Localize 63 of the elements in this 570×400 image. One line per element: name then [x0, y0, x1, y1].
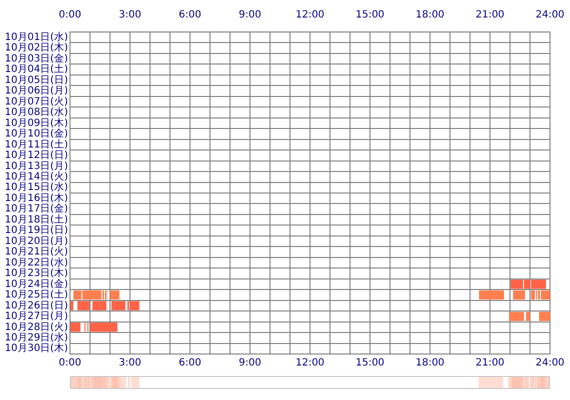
y-tick-label: 10月14日(火): [4, 170, 68, 182]
x2-tick-label: 9:00: [238, 10, 262, 21]
y-tick-label: 10月03日(金): [4, 52, 68, 64]
y-tick-label: 10月02日(木): [4, 42, 68, 54]
x-tick-label: 18:00: [416, 358, 444, 369]
bar: [77, 301, 90, 310]
x-tick-label: 0:00: [58, 358, 82, 369]
y-tick-label: 10月27日(月): [4, 311, 68, 322]
x2-tick-label: 15:00: [356, 10, 384, 21]
bar: [70, 322, 80, 332]
y-tick-label: 10月15日(水): [4, 181, 68, 194]
y-tick-label: 10月22日(水): [4, 256, 68, 268]
y-tick-label: 10月29日(水): [4, 331, 68, 344]
y-tick-label: 10月16日(木): [4, 192, 68, 204]
bar: [92, 301, 106, 310]
bar: [479, 290, 504, 300]
x2-tick-label: 12:00: [296, 10, 324, 21]
y-tick-label: 10月28日(火): [4, 320, 68, 333]
bar: [541, 290, 550, 300]
y-tick-label: 10月18日(土): [4, 213, 68, 226]
y-tick-label: 10月26日(日): [4, 300, 68, 312]
x-tick-label: 15:00: [356, 358, 384, 369]
x-tick-label: 21:00: [476, 358, 504, 369]
y-tick-label: 10月08日(水): [4, 106, 68, 118]
x2-tick-label: 24:00: [536, 10, 564, 21]
y-tick-label: 10月12日(日): [4, 150, 68, 162]
bar: [539, 312, 550, 321]
bar: [526, 312, 530, 321]
y-tick-label: 10月17日(金): [4, 202, 68, 215]
y-tick-label: 10月23日(木): [4, 267, 68, 280]
x2-tick-label: 0:00: [58, 10, 82, 21]
x-tick-label: 6:00: [178, 358, 202, 369]
y-tick-label: 10月20日(月): [4, 236, 68, 247]
x2-tick-label: 21:00: [476, 10, 504, 21]
bar: [110, 290, 120, 300]
bar: [130, 301, 140, 310]
y-tick-label: 10月19日(日): [4, 225, 68, 236]
y-tick-label: 10月04日(土): [4, 63, 68, 76]
y-tick-label: 10月30日(木): [4, 342, 68, 354]
y-tick-label: 10月25日(土): [4, 288, 68, 301]
y-tick-label: 10月13日(月): [4, 160, 68, 172]
y-tick-label: 10月24日(金): [4, 278, 68, 290]
x-tick-label: 9:00: [238, 358, 262, 369]
bar: [70, 301, 74, 310]
y-tick-label: 10月07日(火): [4, 95, 68, 108]
x-tick-label: 12:00: [296, 358, 324, 369]
bar: [509, 312, 524, 321]
y-tick-label: 10月11日(土): [4, 138, 68, 150]
x2-tick-label: 18:00: [416, 10, 444, 21]
x2-tick-label: 6:00: [178, 10, 202, 21]
bar: [111, 301, 126, 310]
y-tick-label: 10月10日(金): [4, 128, 68, 140]
bar: [513, 290, 525, 300]
y-tick-label: 10月01日(水): [4, 30, 68, 43]
y-tick-label: 10月21日(火): [4, 246, 68, 258]
y-tick-label: 10月05日(日): [4, 74, 68, 86]
y-tick-label: 10月06日(月): [4, 86, 68, 97]
bar: [90, 322, 118, 332]
x-tick-label: 3:00: [118, 358, 142, 369]
bar: [531, 290, 535, 300]
x-tick-label: 24:00: [536, 358, 564, 369]
x2-tick-label: 3:00: [118, 10, 142, 21]
y-tick-label: 10月09日(木): [4, 116, 68, 129]
